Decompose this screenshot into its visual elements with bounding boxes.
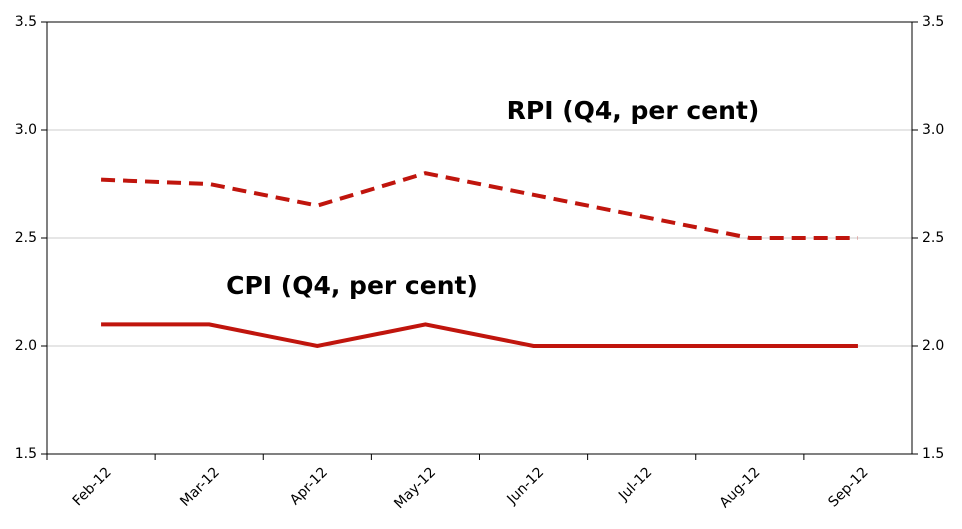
- x-tick-label: Feb-12: [70, 464, 115, 509]
- x-tick-label: Apr-12: [287, 464, 331, 508]
- x-tick-label: Jun-12: [504, 464, 548, 508]
- series-label: RPI (Q4, per cent): [507, 96, 760, 125]
- y2-tick-label: 3.0: [922, 122, 944, 138]
- y2-tick-label: 1.5: [922, 446, 944, 462]
- series-line: [101, 322, 858, 349]
- y2-tick-label: 2.0: [922, 338, 944, 354]
- series-label: CPI (Q4, per cent): [226, 271, 478, 300]
- y2-tick-label: 2.5: [922, 230, 944, 246]
- y2-tick-label: 3.5: [922, 14, 944, 30]
- y-tick-label: 3.5: [15, 14, 37, 30]
- y-tick-label: 3.0: [15, 122, 37, 138]
- series-line: [100, 171, 858, 240]
- x-tick-label: Aug-12: [717, 464, 764, 511]
- y-tick-label: 1.5: [15, 446, 37, 462]
- y-tick-label: 2.5: [15, 230, 37, 246]
- y-tick-label: 2.0: [15, 338, 37, 354]
- x-tick-label: May-12: [391, 464, 439, 512]
- x-tick-label: Jul-12: [615, 464, 655, 504]
- x-tick-label: Mar-12: [177, 464, 223, 510]
- x-tick-label: Sep-12: [825, 464, 871, 510]
